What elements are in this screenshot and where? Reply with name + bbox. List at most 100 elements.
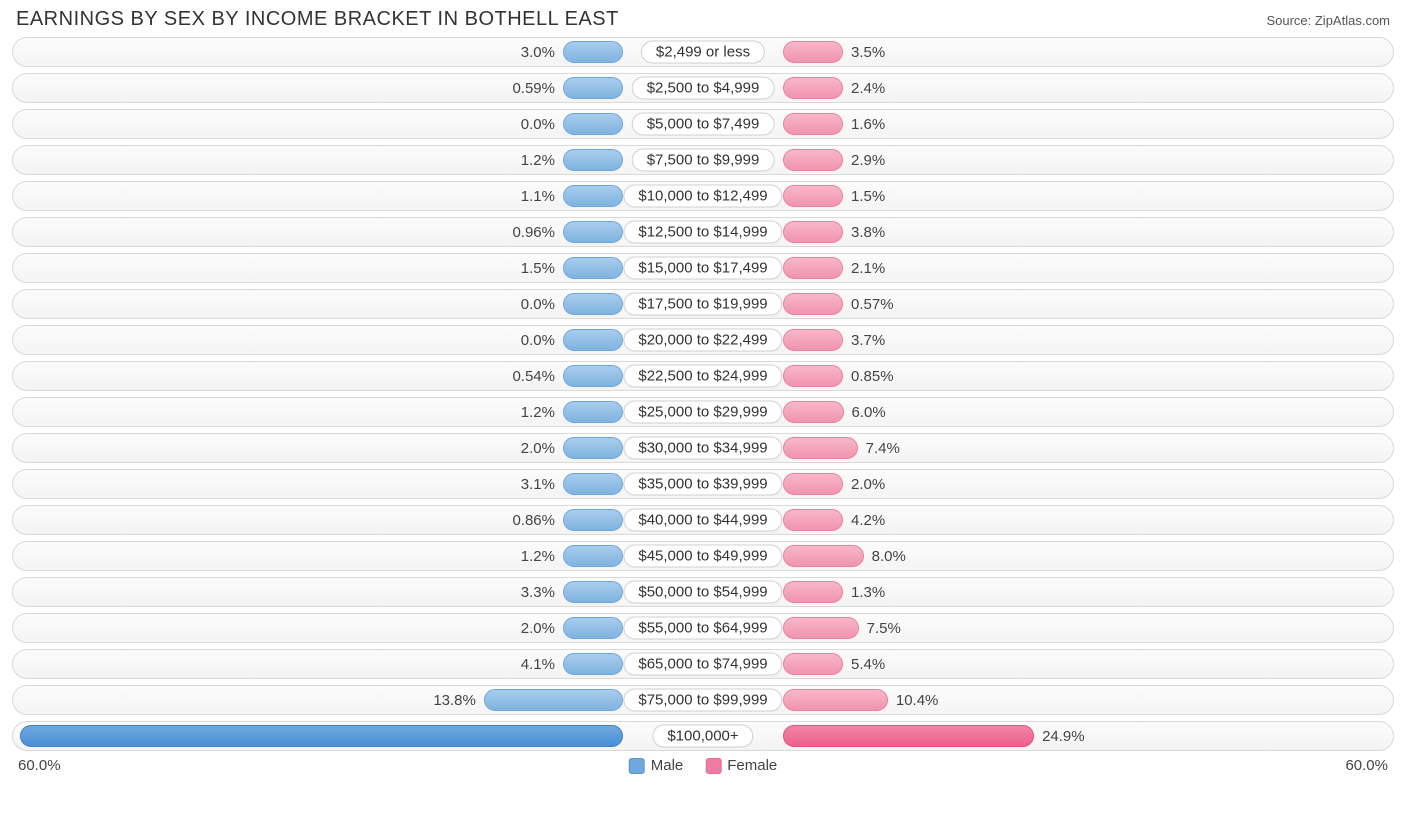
pct-female: 2.9% bbox=[851, 152, 885, 169]
category-label: $35,000 to $39,999 bbox=[623, 473, 782, 496]
row-left: 0.0% bbox=[13, 293, 703, 315]
chart-row: 0.96%3.8%$12,500 to $14,999 bbox=[12, 217, 1394, 247]
pct-female: 10.4% bbox=[896, 692, 939, 709]
row-left: 0.86% bbox=[13, 509, 703, 531]
category-label: $75,000 to $99,999 bbox=[623, 689, 782, 712]
row-left: 3.3% bbox=[13, 581, 703, 603]
chart-row: 3.3%1.3%$50,000 to $54,999 bbox=[12, 577, 1394, 607]
row-right: 2.9% bbox=[703, 149, 1393, 171]
bar-male bbox=[563, 545, 623, 567]
chart-row: 3.1% 2.0% $35,000 to $39,999 bbox=[12, 469, 1394, 499]
bar-male bbox=[563, 257, 623, 279]
bar-female bbox=[783, 365, 843, 387]
row-right: 2.0% bbox=[703, 473, 1393, 495]
pct-male: 1.2% bbox=[521, 404, 555, 421]
row-left: 0.54% bbox=[13, 365, 703, 387]
legend-swatch-male bbox=[629, 758, 645, 774]
chart-row: 0.54%0.85%$22,500 to $24,999 bbox=[12, 361, 1394, 391]
chart-row: 59.8%24.9%$100,000+ bbox=[12, 721, 1394, 751]
pct-male: 3.0% bbox=[521, 44, 555, 61]
pct-female: 2.0% bbox=[851, 476, 885, 493]
bar-female bbox=[783, 437, 858, 459]
pct-male: 13.8% bbox=[433, 692, 476, 709]
bar-male bbox=[563, 617, 623, 639]
chart-row: 0.86%4.2%$40,000 to $44,999 bbox=[12, 505, 1394, 535]
row-right: 24.9% bbox=[703, 725, 1393, 747]
bar-male bbox=[563, 509, 623, 531]
chart-row: 1.2% 6.0%$25,000 to $29,999 bbox=[12, 397, 1394, 427]
category-label: $12,500 to $14,999 bbox=[623, 221, 782, 244]
bar-male bbox=[563, 221, 623, 243]
pct-female: 24.9% bbox=[1042, 728, 1085, 745]
category-label: $25,000 to $29,999 bbox=[623, 401, 782, 424]
category-label: $65,000 to $74,999 bbox=[623, 653, 782, 676]
bar-female bbox=[783, 113, 843, 135]
category-label: $15,000 to $17,499 bbox=[623, 257, 782, 280]
legend-label-female: Female bbox=[727, 757, 777, 774]
pct-female: 1.5% bbox=[851, 188, 885, 205]
row-left: 2.0% bbox=[13, 617, 703, 639]
category-label: $45,000 to $49,999 bbox=[623, 545, 782, 568]
pct-male: 0.86% bbox=[512, 512, 555, 529]
chart-row: 0.0%1.6%$5,000 to $7,499 bbox=[12, 109, 1394, 139]
row-left: 0.0% bbox=[13, 329, 703, 351]
pct-male: 3.3% bbox=[521, 584, 555, 601]
pct-male: 1.5% bbox=[521, 260, 555, 277]
bar-male bbox=[563, 437, 623, 459]
pct-male: 1.2% bbox=[521, 548, 555, 565]
row-right: 0.85% bbox=[703, 365, 1393, 387]
row-right: 1.6% bbox=[703, 113, 1393, 135]
pct-female: 4.2% bbox=[851, 512, 885, 529]
bar-male bbox=[563, 653, 623, 675]
legend: Male Female bbox=[629, 757, 778, 774]
chart-header: EARNINGS BY SEX BY INCOME BRACKET IN BOT… bbox=[0, 0, 1406, 35]
category-label: $10,000 to $12,499 bbox=[623, 185, 782, 208]
row-left: 1.2% bbox=[13, 545, 703, 567]
row-right: 2.1% bbox=[703, 257, 1393, 279]
pct-female: 7.4% bbox=[866, 440, 900, 457]
pct-male: 1.2% bbox=[521, 152, 555, 169]
row-left: 3.0% bbox=[13, 41, 703, 63]
bar-male bbox=[563, 401, 623, 423]
bar-female bbox=[783, 221, 843, 243]
category-label: $17,500 to $19,999 bbox=[623, 293, 782, 316]
pct-male: 3.1% bbox=[521, 476, 555, 493]
bar-male bbox=[563, 329, 623, 351]
chart-row: 0.59%2.4%$2,500 to $4,999 bbox=[12, 73, 1394, 103]
pct-female: 0.57% bbox=[851, 296, 894, 313]
bar-female bbox=[783, 545, 864, 567]
legend-swatch-female bbox=[705, 758, 721, 774]
bar-female bbox=[783, 329, 843, 351]
bar-female bbox=[783, 509, 843, 531]
bar-female bbox=[783, 617, 859, 639]
bar-male bbox=[563, 185, 623, 207]
bar-female bbox=[783, 257, 843, 279]
pct-male: 0.96% bbox=[512, 224, 555, 241]
pct-female: 2.1% bbox=[851, 260, 885, 277]
pct-male: 0.59% bbox=[512, 80, 555, 97]
bar-male bbox=[563, 77, 623, 99]
legend-item-female: Female bbox=[705, 757, 777, 774]
row-right: 10.4% bbox=[703, 689, 1393, 711]
row-left: 0.96% bbox=[13, 221, 703, 243]
row-right: 1.5% bbox=[703, 185, 1393, 207]
row-right: 7.5% bbox=[703, 617, 1393, 639]
pct-male: 2.0% bbox=[521, 440, 555, 457]
bar-female bbox=[783, 689, 888, 711]
row-right: 4.2% bbox=[703, 509, 1393, 531]
row-right: 3.5% bbox=[703, 41, 1393, 63]
chart-footer: 60.0% Male Female 60.0% bbox=[0, 755, 1406, 785]
row-left: 1.2% bbox=[13, 401, 703, 423]
bar-male bbox=[563, 473, 623, 495]
category-label: $20,000 to $22,499 bbox=[623, 329, 782, 352]
row-right: 5.4% bbox=[703, 653, 1393, 675]
pct-female: 0.85% bbox=[851, 368, 894, 385]
bar-female bbox=[783, 185, 843, 207]
pct-male: 0.54% bbox=[512, 368, 555, 385]
row-right: 6.0% bbox=[703, 401, 1393, 423]
bar-male bbox=[484, 689, 623, 711]
chart-row: 2.0%7.5%$55,000 to $64,999 bbox=[12, 613, 1394, 643]
chart-row: 0.0% 0.57% $17,500 to $19,999 bbox=[12, 289, 1394, 319]
row-left: 0.0% bbox=[13, 113, 703, 135]
chart-row: 2.0%7.4%$30,000 to $34,999 bbox=[12, 433, 1394, 463]
